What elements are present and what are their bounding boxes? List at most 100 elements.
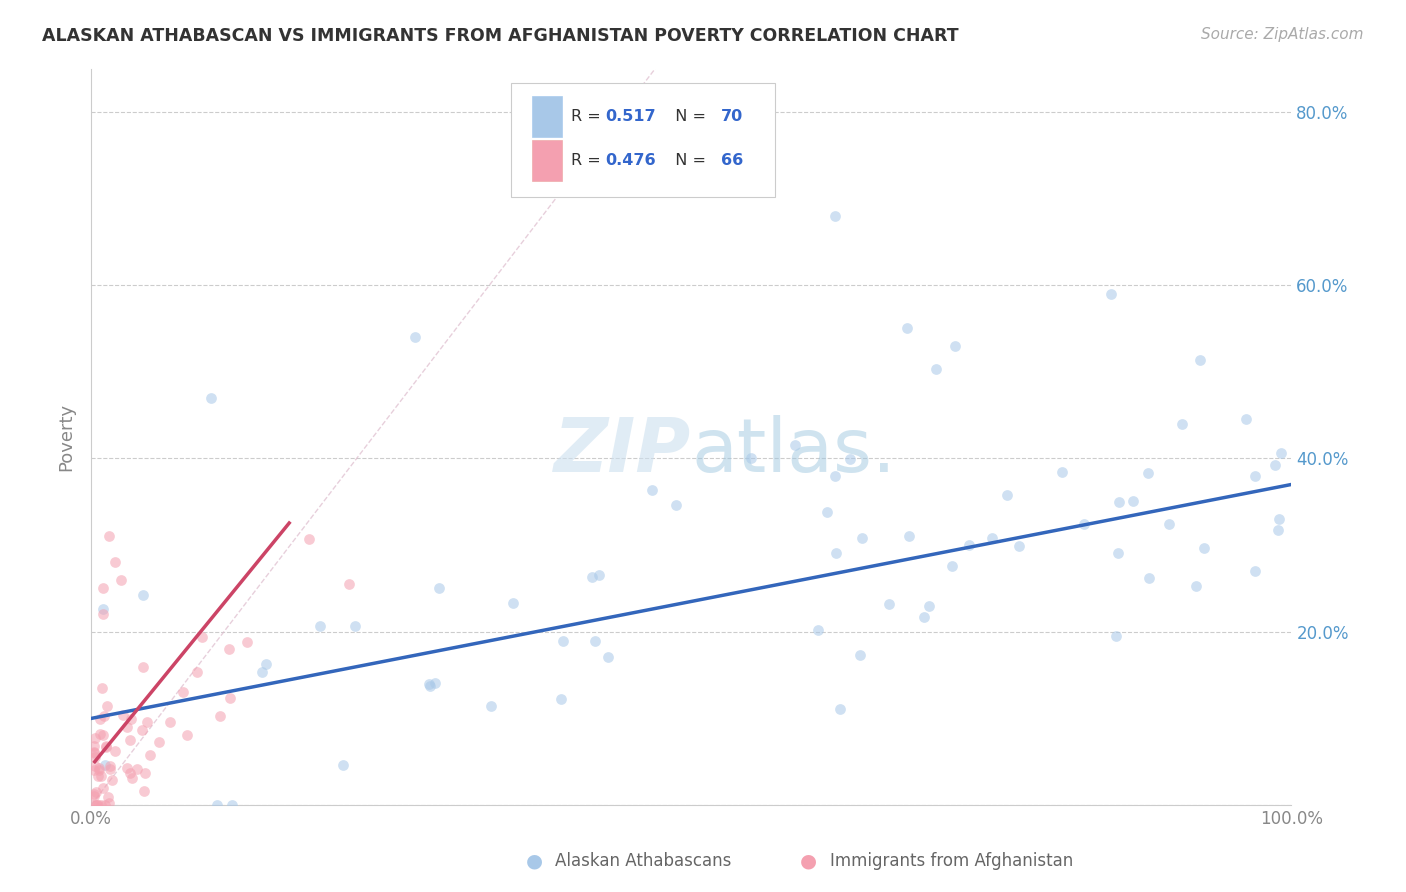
Point	[159, 714, 181, 729]
Point	[97, 797, 120, 811]
Point	[90, 769, 112, 783]
Point	[877, 597, 900, 611]
Point	[86, 798, 108, 813]
Text: R =: R =	[571, 153, 606, 168]
Bar	[531, 140, 561, 181]
Point	[87, 761, 110, 775]
Point	[148, 735, 170, 749]
Point	[120, 732, 142, 747]
Point	[423, 676, 446, 690]
Point	[1268, 512, 1291, 526]
Point	[665, 498, 688, 512]
Point	[84, 750, 107, 764]
Point	[208, 709, 231, 723]
Point	[1264, 458, 1286, 472]
Point	[1122, 493, 1144, 508]
Point	[1107, 546, 1129, 560]
Bar	[531, 96, 561, 136]
Point	[824, 209, 846, 223]
Point	[1073, 516, 1095, 531]
Point	[1105, 628, 1128, 642]
Point	[943, 339, 966, 353]
Point	[641, 483, 664, 497]
Text: 66: 66	[721, 153, 744, 168]
Point	[90, 798, 112, 813]
Point	[598, 650, 620, 665]
Point	[94, 798, 117, 813]
Point	[1194, 541, 1216, 555]
Point	[236, 635, 259, 649]
Text: ●: ●	[800, 851, 817, 871]
Text: 70: 70	[721, 109, 744, 124]
Point	[101, 773, 124, 788]
Point	[136, 714, 159, 729]
Point	[219, 691, 242, 706]
Point	[912, 609, 935, 624]
Point	[851, 531, 873, 545]
Text: ALASKAN ATHABASCAN VS IMMIGRANTS FROM AFGHANISTAN POVERTY CORRELATION CHART: ALASKAN ATHABASCAN VS IMMIGRANTS FROM AF…	[42, 27, 959, 45]
Point	[83, 758, 105, 772]
Point	[418, 677, 440, 691]
Point	[87, 798, 110, 813]
Point	[830, 702, 852, 716]
Point	[849, 648, 872, 663]
Point	[1008, 539, 1031, 553]
Point	[332, 758, 354, 772]
Point	[121, 771, 143, 785]
Point	[1108, 495, 1130, 509]
Point	[1244, 468, 1267, 483]
Point	[83, 787, 105, 801]
Point	[83, 789, 105, 804]
Point	[91, 582, 114, 596]
Point	[97, 789, 120, 804]
Point	[252, 665, 274, 680]
Point	[91, 728, 114, 742]
FancyBboxPatch shape	[512, 83, 775, 197]
Point	[115, 720, 138, 734]
Point	[1099, 286, 1122, 301]
Point	[1189, 353, 1212, 368]
Point	[551, 634, 574, 648]
Point	[404, 330, 426, 344]
Point	[89, 712, 111, 726]
Point	[824, 468, 846, 483]
Point	[96, 698, 118, 713]
Point	[132, 784, 155, 798]
Point	[115, 760, 138, 774]
Point	[94, 739, 117, 754]
Point	[1137, 466, 1160, 480]
Point	[104, 556, 127, 570]
Point	[94, 758, 117, 772]
Point	[132, 660, 155, 674]
Point	[91, 781, 114, 796]
Point	[103, 744, 125, 758]
Point	[93, 709, 115, 723]
Point	[344, 618, 367, 632]
Point	[83, 746, 105, 760]
Point	[783, 438, 806, 452]
Point	[221, 798, 243, 813]
Point	[980, 531, 1002, 545]
Point	[191, 630, 214, 644]
Point	[132, 588, 155, 602]
Point	[588, 567, 610, 582]
Point	[308, 619, 330, 633]
Point	[1159, 517, 1181, 532]
Point	[131, 723, 153, 737]
Point	[87, 769, 110, 783]
Point	[918, 599, 941, 613]
Point	[139, 748, 162, 763]
Point	[83, 745, 105, 759]
Point	[83, 763, 105, 777]
Point	[134, 765, 156, 780]
Point	[740, 451, 762, 466]
Point	[110, 573, 132, 587]
Point	[825, 546, 848, 560]
Point	[84, 785, 107, 799]
Point	[1267, 523, 1289, 537]
Point	[807, 623, 830, 637]
Text: R =: R =	[571, 109, 606, 124]
Point	[98, 759, 121, 773]
Point	[83, 739, 105, 753]
Point	[120, 712, 142, 726]
